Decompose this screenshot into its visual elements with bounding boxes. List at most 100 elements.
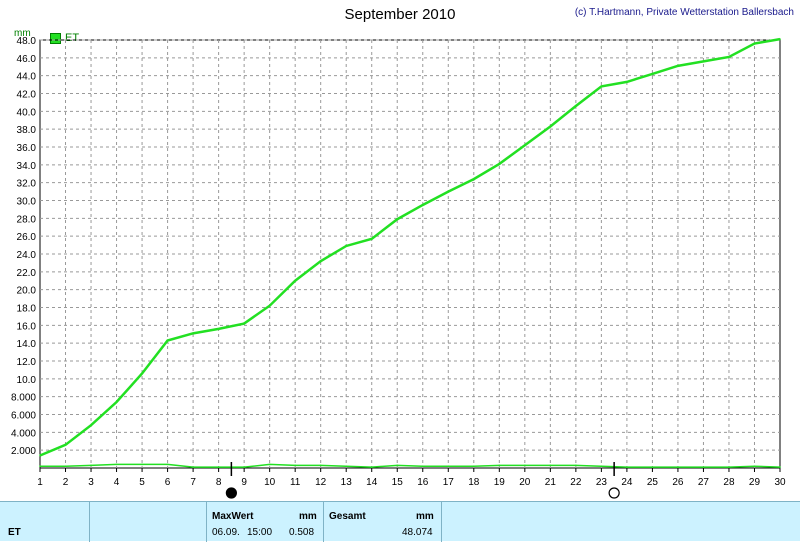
- data-point: [192, 332, 194, 335]
- chart-title: September 2010: [344, 6, 456, 23]
- y-tick-label: 20.0: [17, 286, 37, 297]
- x-tick-label: 10: [264, 477, 276, 488]
- data-point: [575, 105, 577, 107]
- x-tick-label: 30: [774, 477, 786, 488]
- data-point: [421, 204, 424, 206]
- footer-empty-cell: [90, 502, 207, 542]
- data-point: [243, 322, 245, 325]
- legend-swatch: [50, 32, 61, 44]
- grid: [39, 39, 781, 469]
- data-point: [64, 444, 67, 446]
- data-point: [370, 238, 373, 240]
- y-tick-labels: 2.000 4.000 6.000 8.000 10.0 12.0 14.0 16.0 18.0…: [11, 36, 36, 457]
- y-tick-label: 2.000: [11, 446, 36, 457]
- max-time: 15:00: [247, 527, 273, 538]
- data-point: [319, 260, 322, 262]
- footer-max-cell: MaxWert mm 06.09. 15:00 0.508: [207, 502, 324, 542]
- data-point: [141, 463, 143, 466]
- data-point: [753, 465, 756, 468]
- x-tick-label: 13: [341, 477, 353, 488]
- y-unit-label: mm: [14, 28, 31, 39]
- x-tick-label: 6: [165, 477, 171, 488]
- legend: ET: [50, 32, 79, 44]
- y-tick-label: 4.000: [11, 428, 36, 439]
- data-point: [217, 328, 220, 330]
- x-tick-label: 18: [468, 477, 480, 488]
- data-point: [268, 463, 271, 466]
- x-tick-label: 14: [366, 477, 378, 488]
- data-point: [268, 304, 271, 307]
- y-tick-label: 28.0: [17, 214, 37, 225]
- x-tick-label: 5: [139, 477, 145, 488]
- data-point: [677, 466, 679, 468]
- full-moon-icon: [608, 487, 620, 499]
- y-tick-label: 40.0: [17, 107, 37, 118]
- data-point: [319, 464, 322, 467]
- x-tick-label: 21: [545, 477, 557, 488]
- data-point: [626, 466, 628, 468]
- data-point: [549, 125, 552, 128]
- data-point: [626, 81, 628, 83]
- x-tick-label: 15: [392, 477, 404, 488]
- data-point: [345, 245, 348, 247]
- legend-label: ET: [65, 32, 80, 44]
- x-tick-label: 27: [698, 477, 710, 488]
- data-point: [779, 466, 781, 468]
- max-unit: mm: [299, 511, 317, 522]
- data-point: [166, 463, 169, 466]
- y-tick-label: 32.0: [17, 179, 37, 190]
- data-point: [600, 465, 603, 468]
- data-point: [728, 466, 730, 468]
- x-tick-label: 29: [749, 477, 761, 488]
- max-header: MaxWert: [212, 511, 254, 522]
- data-point: [421, 465, 424, 468]
- data-point: [575, 464, 577, 467]
- data-point: [447, 190, 450, 193]
- data-point: [472, 465, 475, 468]
- y-tick-label: 38.0: [17, 125, 37, 136]
- data-point: [651, 73, 654, 75]
- data-point: [498, 163, 501, 165]
- data-point: [345, 465, 348, 468]
- data-point: [600, 85, 603, 88]
- y-tick-label: 24.0: [17, 250, 37, 261]
- y-tick-label: 22.0: [17, 268, 37, 279]
- data-point: [115, 463, 118, 466]
- data-point: [728, 56, 730, 58]
- x-tick-labels: 1 2 3 4 5 6 7 8 9 10 11 12 13 14 15 16 17 18 19 20 21 22 23 24 2…: [37, 468, 786, 488]
- max-value: 0.508: [289, 527, 315, 538]
- data-point: [294, 279, 296, 282]
- x-tick-label: 22: [570, 477, 582, 488]
- data-point: [396, 464, 399, 467]
- data-point: [217, 466, 220, 468]
- y-tick-label: 34.0: [17, 161, 37, 172]
- chart-svg: 2.000 4.000 6.000 8.000 10.0 12.0 14.0 16.0 18.0…: [11, 36, 786, 499]
- data-point: [115, 401, 118, 403]
- x-tick-label: 17: [443, 477, 455, 488]
- data-point: [243, 466, 245, 468]
- y-tick-label: 14.0: [17, 339, 37, 350]
- data-point: [396, 218, 399, 221]
- moon-markers: [225, 462, 620, 499]
- x-tick-label: 8: [216, 477, 222, 488]
- total-unit: mm: [416, 511, 434, 522]
- y-tick-label: 10.0: [17, 375, 37, 386]
- x-tick-label: 19: [494, 477, 506, 488]
- data-point: [192, 466, 194, 468]
- data-point: [39, 465, 41, 468]
- max-date: 06.09.: [212, 527, 240, 538]
- y-tick-label: 48.0: [17, 36, 37, 47]
- y-tick-label: 46.0: [17, 54, 37, 65]
- data-point: [677, 65, 679, 67]
- et-daily-line: [40, 463, 781, 468]
- x-tick-label: 12: [315, 477, 327, 488]
- data-point: [64, 465, 67, 468]
- y-tick-label: 12.0: [17, 357, 37, 368]
- y-tick-label: 26.0: [17, 232, 37, 243]
- credit-text: (c) T.Hartmann, Private Wetterstation Ba…: [574, 7, 794, 18]
- footer-series-label: ET: [8, 527, 21, 538]
- y-tick-label: 18.0: [17, 304, 37, 315]
- data-point: [90, 424, 92, 427]
- data-point: [498, 464, 501, 467]
- footer-series-cell: ET: [0, 502, 90, 542]
